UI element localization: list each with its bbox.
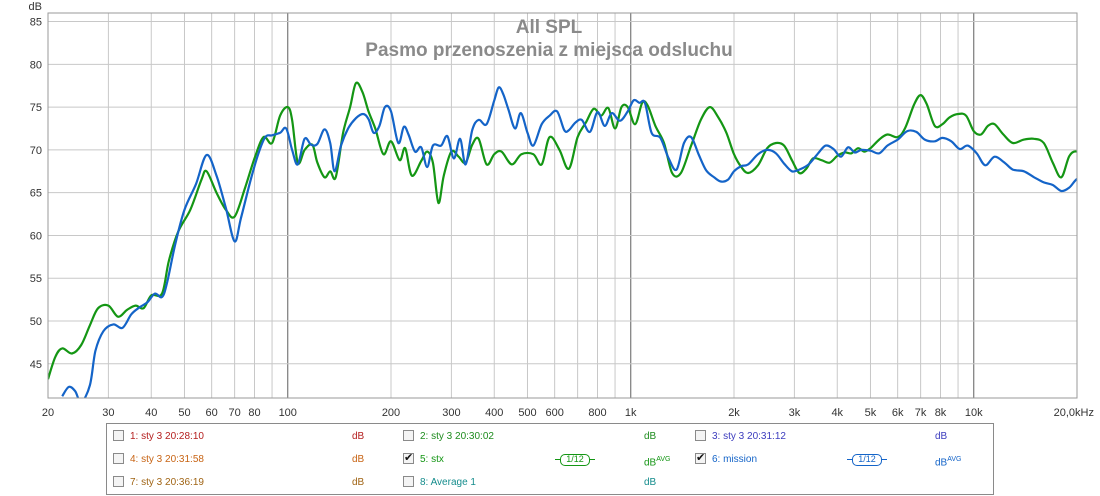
legend-unit: dBAVG bbox=[644, 456, 671, 469]
x-tick-label: 80 bbox=[248, 407, 260, 419]
y-tick-label: 85 bbox=[30, 17, 42, 29]
legend-label: 7: sty 3 20:36:19 bbox=[130, 477, 204, 488]
x-tick-label: 1k bbox=[625, 407, 637, 419]
x-tick-label: 600 bbox=[545, 407, 563, 419]
legend-item: ✔ 5: stx 1/12 dBAVG bbox=[403, 452, 684, 469]
chart-subtitle: Pasmo przenoszenia z miejsca odsluchu bbox=[365, 40, 732, 61]
x-tick-label: 100 bbox=[279, 407, 297, 419]
legend-label: 2: sty 3 20:30:02 bbox=[420, 431, 494, 442]
legend-item: 4: sty 3 20:31:58 dB bbox=[113, 453, 392, 467]
y-tick-label: 65 bbox=[30, 188, 42, 200]
legend-unit: dB bbox=[644, 477, 657, 488]
y-tick-label: 80 bbox=[30, 59, 42, 71]
legend-unit: dB bbox=[935, 431, 948, 442]
x-tick-label: 3k bbox=[789, 407, 801, 419]
x-tick-label: 8k bbox=[935, 407, 947, 419]
x-tick-label: 50 bbox=[178, 407, 190, 419]
legend-unit: dB bbox=[352, 454, 365, 465]
x-tick-label: 4k bbox=[831, 407, 843, 419]
legend-label: 8: Average 1 bbox=[420, 477, 476, 488]
legend-label: 6: mission bbox=[712, 454, 758, 465]
legend-checkbox[interactable] bbox=[403, 476, 414, 487]
x-tick-label: 500 bbox=[518, 407, 536, 419]
y-tick-label: 50 bbox=[30, 316, 42, 328]
y-tick-label: 45 bbox=[30, 359, 42, 371]
series-line-2 bbox=[61, 86, 1077, 398]
chart-title: All SPL bbox=[516, 17, 583, 38]
legend-unit: dB bbox=[644, 431, 657, 442]
x-tick-label: 70 bbox=[228, 407, 240, 419]
y-axis-label: dB bbox=[29, 1, 42, 13]
legend-item: 7: sty 3 20:36:19 dB bbox=[113, 476, 392, 490]
x-tick-label: 30 bbox=[102, 407, 114, 419]
legend-item: 2: sty 3 20:30:02 dB bbox=[403, 430, 684, 444]
x-tick-label: 20 bbox=[42, 407, 54, 419]
x-tick-label: 7k bbox=[915, 407, 927, 419]
smoothing-indicator[interactable]: 1/12 bbox=[847, 454, 887, 466]
legend-checkbox[interactable] bbox=[113, 430, 124, 441]
x-tick-label: 800 bbox=[588, 407, 606, 419]
legend-label: 5: stx bbox=[420, 454, 444, 465]
legend-item: 1: sty 3 20:28:10 dB bbox=[113, 430, 392, 444]
plot-area bbox=[48, 13, 1077, 398]
legend-unit: dB bbox=[352, 431, 365, 442]
x-tick-label: 60 bbox=[206, 407, 218, 419]
x-tick-label: 6k bbox=[892, 407, 904, 419]
legend-checkbox[interactable]: ✔ bbox=[695, 452, 706, 464]
legend-item: 8: Average 1 dB bbox=[403, 476, 684, 490]
x-tick-label: 10k bbox=[965, 407, 983, 419]
smoothing-indicator[interactable]: 1/12 bbox=[555, 454, 595, 466]
legend-label: 4: sty 3 20:31:58 bbox=[130, 454, 204, 465]
legend-label: 1: sty 3 20:28:10 bbox=[130, 431, 204, 442]
legend-checkbox[interactable] bbox=[113, 453, 124, 464]
plot-frame bbox=[47, 12, 1078, 399]
x-tick-label: 40 bbox=[145, 407, 157, 419]
x-tick-label: 400 bbox=[485, 407, 503, 419]
series-line-1 bbox=[48, 81, 1077, 380]
legend-panel: 1: sty 3 20:28:10 dB 2: sty 3 20:30:02 dB 3:… bbox=[106, 423, 994, 495]
legend-unit: dB bbox=[352, 477, 365, 488]
legend-checkbox[interactable] bbox=[403, 430, 414, 441]
legend-label: 3: sty 3 20:31:12 bbox=[712, 431, 786, 442]
y-tick-label: 60 bbox=[30, 230, 42, 242]
legend-item: ✔ 6: mission 1/12 dBAVG bbox=[695, 452, 975, 469]
y-tick-label: 70 bbox=[30, 145, 42, 157]
legend-checkbox[interactable] bbox=[113, 476, 124, 487]
legend-unit-avg: AVG bbox=[947, 456, 962, 463]
legend-unit: dBAVG bbox=[935, 456, 962, 469]
x-tick-label: 200 bbox=[382, 407, 400, 419]
y-tick-label: 75 bbox=[30, 102, 42, 114]
legend-item: 3: sty 3 20:31:12 dB bbox=[695, 430, 975, 444]
x-tick-label: 5k bbox=[865, 407, 877, 419]
legend-unit-avg: AVG bbox=[656, 456, 671, 463]
legend-checkbox[interactable] bbox=[695, 430, 706, 441]
x-tick-label: 20,0kHz bbox=[1054, 407, 1094, 419]
y-tick-label: 55 bbox=[30, 273, 42, 285]
x-tick-label: 300 bbox=[442, 407, 460, 419]
legend-checkbox[interactable]: ✔ bbox=[403, 452, 414, 464]
x-tick-label: 2k bbox=[728, 407, 740, 419]
